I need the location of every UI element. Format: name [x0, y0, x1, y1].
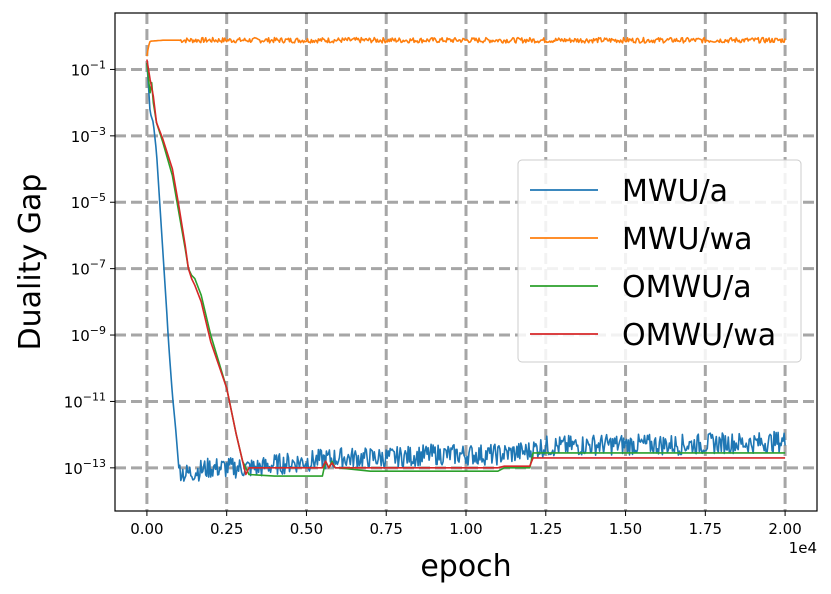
x-tick-label: 1.50 — [609, 520, 642, 538]
y-tick-label: 10−5 — [71, 191, 106, 212]
x-tick-label: 1.75 — [689, 520, 722, 538]
x-axis-multiplier: 1e4 — [789, 539, 817, 557]
legend-box — [517, 159, 802, 363]
x-tick-label: 1.25 — [529, 520, 562, 538]
x-tick-label: 0.50 — [290, 520, 323, 538]
series-layer — [146, 36, 786, 482]
y-tick-label: 10−7 — [71, 258, 106, 279]
x-tick-label: 0.25 — [210, 520, 243, 538]
series-line-omwu-a — [146, 62, 786, 477]
legend-label: OMWU/wa — [622, 318, 776, 353]
legend-label: MWU/wa — [622, 222, 753, 257]
x-tick-label: 0.00 — [130, 520, 163, 538]
x-tick-label: 0.75 — [370, 520, 403, 538]
series-line-mwu-a — [146, 62, 786, 482]
grid-lines — [115, 13, 817, 511]
y-tick-label: 10−13 — [64, 457, 106, 478]
y-tick-label: 10−1 — [71, 58, 106, 79]
y-axis-ticks: 10−1 10−3 10−5 10−7 10−9 10−11 10−13 — [64, 58, 115, 478]
y-axis-label: Duality Gap — [13, 174, 48, 351]
series-line-mwu-wa — [146, 36, 786, 57]
y-tick-label: 10−9 — [71, 324, 106, 345]
x-tick-label: 2.00 — [768, 520, 801, 538]
legend: MWU/a MWU/wa OMWU/a OMWU/wa — [517, 159, 802, 363]
legend-label: MWU/a — [622, 174, 728, 209]
series-line-omwu-wa — [146, 59, 786, 476]
x-tick-label: 1.00 — [449, 520, 482, 538]
x-axis-ticks: 0.00 0.25 0.50 0.75 1.00 1.25 1.50 1.75 2.00 — [130, 511, 802, 538]
x-axis-label: epoch — [420, 549, 511, 584]
legend-label: OMWU/a — [622, 270, 752, 305]
y-tick-label: 10−3 — [71, 125, 106, 146]
y-tick-label: 10−11 — [64, 390, 106, 411]
